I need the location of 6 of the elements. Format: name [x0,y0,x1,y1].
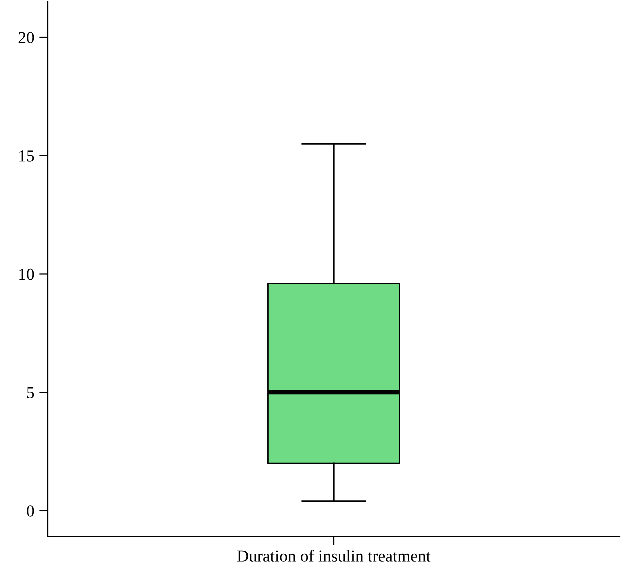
y-tick-label: 20 [18,32,34,44]
y-tick-label: 15 [20,150,34,162]
y-tick-label: 10 [20,268,34,280]
y-tick-label: 5 [27,387,34,399]
x-tick-label: Duration of insulin treatment [238,550,431,562]
y-tick-label: 0 [27,506,34,517]
